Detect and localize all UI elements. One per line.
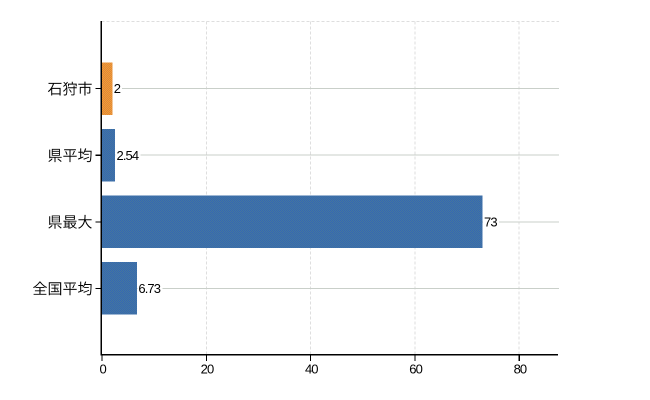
svg-text:0: 0 [100, 361, 107, 376]
svg-text:6.73: 6.73 [138, 281, 160, 296]
svg-text:40: 40 [305, 361, 318, 376]
svg-text:73: 73 [484, 214, 497, 229]
svg-text:20: 20 [201, 361, 214, 376]
svg-text:2: 2 [114, 81, 121, 96]
svg-text:2.54: 2.54 [117, 148, 139, 163]
svg-text:80: 80 [514, 361, 527, 376]
svg-text:60: 60 [409, 361, 422, 376]
